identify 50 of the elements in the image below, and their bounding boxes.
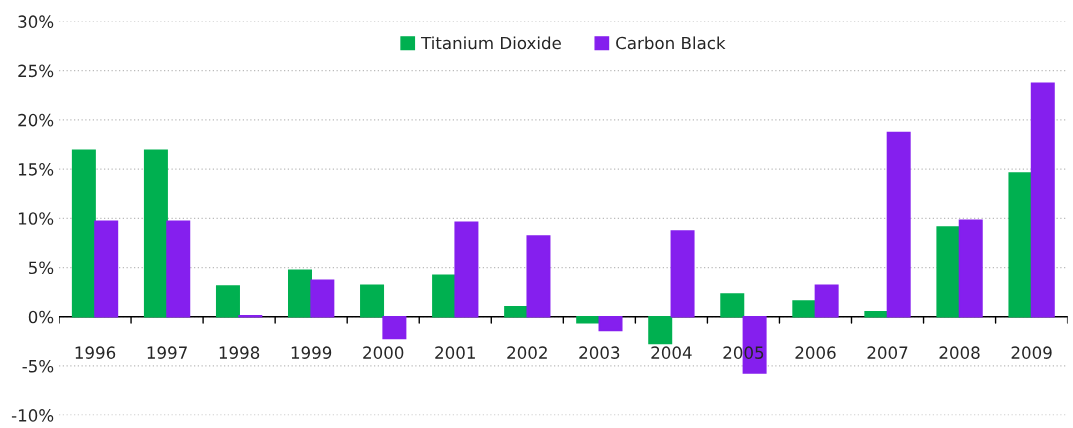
x-tick-label: 2006 — [795, 346, 836, 359]
y-tick-label: 5% — [29, 261, 54, 275]
legend-label: Carbon Black — [616, 36, 726, 50]
bar — [1008, 172, 1033, 318]
x-tick-label: 1999 — [291, 346, 332, 359]
bar — [94, 220, 119, 318]
y-tick-label: 10% — [18, 212, 54, 225]
bar — [166, 220, 191, 318]
x-tick-label: 2004 — [651, 346, 692, 359]
y-tick-label: -10% — [11, 409, 54, 422]
bar — [71, 149, 96, 318]
x-tick-label: 2003 — [579, 346, 620, 359]
y-tick-label: 20% — [18, 113, 54, 127]
bar — [360, 284, 385, 318]
x-tick-label: 2000 — [363, 346, 404, 359]
x-tick-label: 2007 — [867, 346, 908, 359]
bar — [864, 310, 889, 318]
x-tick-label: 1997 — [147, 346, 187, 359]
bar — [670, 230, 695, 318]
bar — [143, 149, 168, 318]
bar — [576, 315, 601, 324]
bar — [432, 274, 457, 318]
y-tick-label: 30% — [18, 15, 54, 28]
x-tick-label: 2002 — [507, 346, 547, 359]
bar — [886, 131, 911, 318]
bar — [598, 315, 623, 332]
bar — [288, 269, 313, 318]
bar — [814, 284, 839, 318]
x-tick-label: 2001 — [435, 346, 475, 359]
bar — [382, 315, 407, 340]
bar — [648, 315, 673, 345]
x-tick-label: 1996 — [75, 346, 116, 359]
y-tick-label: 0% — [28, 310, 54, 324]
x-tick-label: 1998 — [219, 346, 260, 359]
bar — [526, 235, 551, 318]
bar — [720, 293, 745, 318]
bar — [504, 306, 529, 318]
y-tick-label: 15% — [18, 163, 54, 176]
bar — [1030, 82, 1055, 318]
bar — [936, 226, 961, 318]
x-tick-label: 2008 — [939, 346, 980, 359]
bar — [958, 219, 983, 318]
bar — [792, 300, 817, 318]
y-tick-label: 25% — [18, 64, 54, 78]
legend-label: Titanium Dioxide — [420, 36, 561, 50]
bar — [215, 285, 240, 318]
bar — [454, 221, 479, 318]
y-tick-label: -5% — [22, 359, 54, 373]
x-tick-label: 2009 — [1011, 346, 1052, 359]
bar — [310, 279, 335, 318]
